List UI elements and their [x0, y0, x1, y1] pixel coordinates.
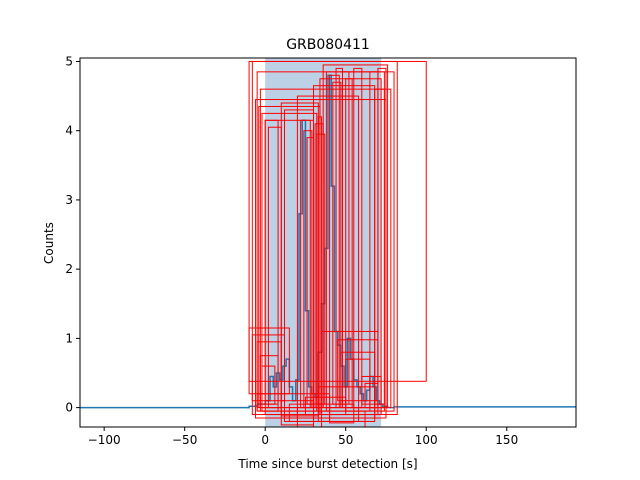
- red-box-41: [332, 81, 342, 405]
- red-box-48: [377, 67, 387, 409]
- y-tick-label: 1: [65, 331, 73, 345]
- x-tick-label: 100: [415, 433, 438, 447]
- y-tick-label: 2: [65, 262, 73, 276]
- x-axis-ticks: −100 −50 0 50 100 150: [88, 427, 518, 447]
- y-tick-label: 4: [65, 124, 73, 138]
- y-axis-ticks: 0 1 2 3 4 5: [65, 54, 80, 415]
- x-tick-label: −100: [88, 433, 121, 447]
- red-box-44: [345, 78, 353, 409]
- y-tick-label: 5: [65, 54, 73, 68]
- y-tick-label: 0: [65, 401, 73, 415]
- y-tick-label: 3: [65, 193, 73, 207]
- red-box-39: [317, 116, 323, 409]
- x-axis-label: Time since burst detection [s]: [237, 457, 417, 471]
- red-box-35: [303, 130, 313, 409]
- y-axis-label: Counts: [42, 222, 56, 264]
- chart-title: GRB080411: [286, 37, 370, 53]
- red-box-50: [267, 126, 282, 409]
- x-tick-label: 150: [495, 433, 518, 447]
- red-box-49: [264, 119, 279, 405]
- red-box-27: [321, 410, 366, 427]
- x-tick-label: −50: [172, 433, 197, 447]
- x-tick-label: 50: [338, 433, 353, 447]
- box-layer: [248, 60, 427, 427]
- red-box-36: [306, 137, 315, 405]
- red-box-40: [329, 74, 340, 409]
- plot-frame: [79, 57, 577, 428]
- x-tick-label: 0: [261, 433, 269, 447]
- red-box-38: [316, 133, 326, 405]
- red-box-45: [353, 67, 363, 409]
- red-box-47: [374, 88, 385, 405]
